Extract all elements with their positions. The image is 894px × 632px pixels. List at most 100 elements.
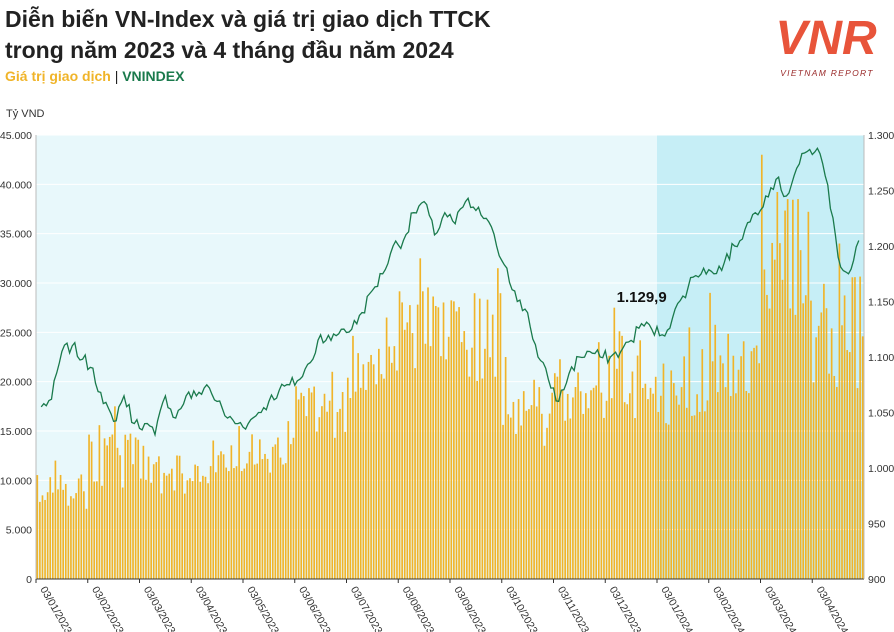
bar — [750, 351, 753, 579]
bar — [812, 382, 815, 579]
bar — [305, 416, 308, 579]
bar — [807, 211, 810, 579]
vietnam-report-logo: VNR — [775, 12, 877, 65]
logo-subtitle: VIETNAM REPORT — [780, 68, 874, 78]
bar — [781, 279, 784, 579]
bar — [127, 439, 129, 579]
bar — [165, 475, 168, 579]
bar — [398, 291, 401, 579]
bar — [346, 377, 349, 579]
vnindex-line — [40, 147, 860, 438]
bar — [341, 392, 344, 579]
bar — [121, 487, 124, 579]
bar — [225, 467, 228, 579]
bar — [610, 398, 613, 579]
bar — [522, 391, 525, 579]
x-tick-label: 03/03/2023 — [141, 585, 178, 632]
legend-separator: | — [114, 68, 119, 84]
bar — [46, 492, 49, 579]
bar — [776, 191, 779, 579]
bar — [393, 346, 396, 579]
bar — [119, 455, 121, 579]
bar — [196, 466, 199, 579]
bar — [654, 376, 657, 579]
bar — [202, 475, 204, 579]
bar — [176, 455, 178, 579]
bar — [629, 393, 631, 579]
bar — [137, 439, 140, 579]
bar — [675, 395, 678, 579]
bar — [54, 460, 57, 579]
bar — [486, 299, 489, 579]
bar — [590, 390, 592, 579]
bar — [238, 426, 240, 579]
bar — [631, 371, 634, 579]
bar — [101, 485, 103, 579]
bar — [569, 418, 572, 579]
bar — [269, 472, 271, 579]
bar — [111, 434, 114, 579]
bar — [44, 499, 46, 579]
bar — [246, 463, 248, 579]
bar — [515, 433, 517, 579]
bar — [362, 364, 365, 579]
bar — [548, 413, 551, 579]
bar — [572, 397, 574, 579]
bar — [194, 464, 196, 579]
bar — [771, 242, 773, 579]
bar — [103, 438, 106, 579]
bar — [442, 302, 445, 579]
bar — [838, 243, 841, 579]
bar — [256, 463, 259, 579]
y-left-tick-label: 25.000 — [0, 327, 32, 339]
bar — [243, 468, 246, 579]
bar — [424, 343, 427, 579]
bar — [670, 370, 673, 579]
bar — [416, 304, 419, 579]
bar — [370, 354, 372, 579]
bar — [755, 345, 758, 579]
bar — [64, 483, 67, 579]
y-right-tick-label: 900 — [868, 574, 886, 586]
bar — [603, 417, 605, 579]
bar — [284, 463, 287, 579]
bar — [70, 496, 72, 579]
bar — [367, 361, 370, 579]
bar — [264, 453, 266, 579]
x-axis: 03/01/2023 03/02/2023 03/03/2023 03/04/2023… — [35, 579, 850, 632]
bar — [616, 368, 618, 579]
bar — [848, 352, 851, 579]
bar — [859, 276, 861, 579]
bar — [719, 355, 722, 579]
bar — [287, 421, 290, 579]
bar — [365, 389, 367, 579]
bar — [453, 301, 455, 579]
bar — [613, 307, 616, 579]
bar — [789, 308, 792, 579]
bar — [406, 322, 409, 579]
bar — [559, 359, 561, 579]
bar — [199, 481, 202, 579]
bar — [313, 386, 315, 579]
bar — [667, 424, 670, 579]
bar — [732, 355, 735, 579]
bar — [608, 355, 610, 579]
bar — [93, 481, 96, 579]
y-left-tick-label: 45.000 — [0, 130, 32, 142]
bar — [621, 335, 623, 579]
bar — [768, 308, 771, 579]
bar — [318, 417, 321, 579]
chart-title: Diễn biến VN-Index và giá trị giao dịch … — [5, 4, 725, 66]
bar — [380, 374, 383, 579]
bar — [240, 471, 243, 579]
bar — [846, 350, 849, 579]
bar — [171, 468, 173, 579]
bar — [432, 296, 435, 579]
bar — [543, 445, 546, 579]
y-right-tick-label: 1.200 — [868, 241, 894, 253]
bar — [494, 376, 497, 579]
bar — [90, 441, 93, 579]
bar — [277, 437, 279, 579]
bar — [672, 383, 675, 579]
